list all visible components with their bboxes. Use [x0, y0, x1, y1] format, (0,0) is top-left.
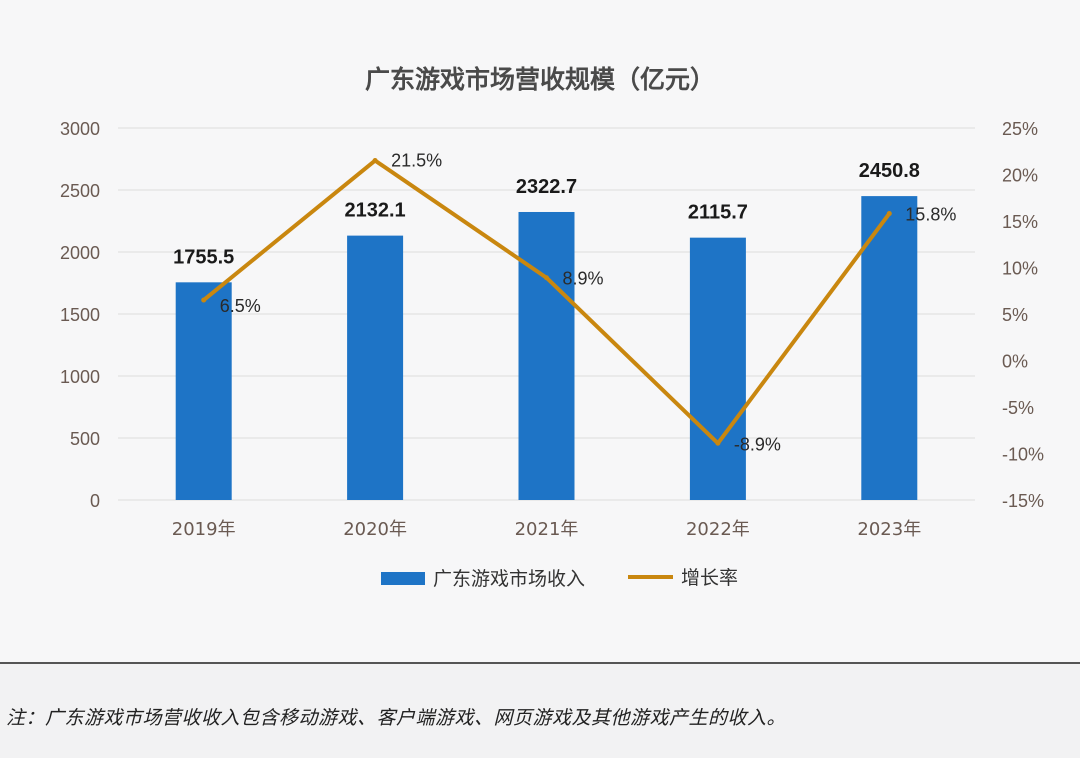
chart-card: 广东游戏市场营收规模（亿元） 0 500 1000 1500 2000 2500 3000 -1…	[0, 65, 1080, 664]
chart: 广东游戏市场营收规模（亿元） 0 500 1000 1500 2000 2500 3000 -1…	[60, 65, 1044, 590]
x-tick-label: 2019年	[172, 519, 236, 540]
y-left-tick-label: 2000	[60, 243, 100, 263]
y-right-tick-label: -10%	[1002, 445, 1044, 465]
y-right-tick-label: -5%	[1002, 398, 1034, 418]
line-point	[544, 275, 549, 281]
legend-label-line: 增长率	[681, 567, 738, 589]
bar	[689, 237, 746, 500]
bar	[347, 235, 404, 500]
y-left-tick-label: 1500	[60, 305, 100, 325]
y-right-tick-label: 10%	[1002, 259, 1038, 279]
line-point	[715, 440, 721, 446]
y-right-tick-label: 0%	[1002, 352, 1028, 372]
line-point	[372, 158, 378, 164]
bar-value-label: 2132.1	[345, 200, 406, 222]
x-tick-label: 2020年	[343, 519, 407, 540]
y-right-tick-label: 25%	[1002, 119, 1038, 139]
legend-label-bar: 广东游戏市场收入	[433, 568, 585, 590]
bar-value-label: 1755.5	[173, 246, 234, 268]
line-point	[201, 297, 207, 303]
bar	[518, 211, 575, 500]
bar	[175, 282, 232, 500]
x-tick-label: 2022年	[686, 519, 750, 540]
line-value-label: 21.5%	[391, 151, 442, 171]
y-right-tick-label: -15%	[1002, 491, 1044, 511]
line-value-label: 6.5%	[220, 296, 261, 316]
y-left-tick-label: 1000	[60, 367, 100, 387]
line-value-label: 8.9%	[563, 269, 604, 289]
y-left-tick-label: 3000	[60, 119, 100, 139]
line-value-label: 15.8%	[905, 205, 956, 225]
bar-value-label: 2322.7	[516, 176, 577, 198]
x-tick-label: 2021年	[515, 519, 579, 540]
bar-value-label: 2115.7	[688, 202, 748, 224]
y-right-tick-label: 20%	[1002, 166, 1038, 186]
chart-title: 广东游戏市场营收规模（亿元）	[365, 65, 715, 94]
y-left-tick-label: 500	[70, 429, 100, 449]
line-point	[886, 211, 892, 217]
y-right-tick-label: 15%	[1002, 212, 1038, 232]
y-left-tick-label: 0	[90, 491, 100, 511]
footnote: 注：广东游戏市场营收收入包含移动游戏、客户端游戏、网页游戏及其他游戏产生的收入。	[6, 707, 787, 729]
y-right-tick-label: 5%	[1002, 305, 1028, 325]
bar	[861, 196, 918, 500]
y-left-tick-label: 2500	[60, 181, 100, 201]
line-value-label: -8.9%	[734, 434, 781, 454]
x-tick-label: 2023年	[857, 519, 921, 540]
bar-value-label: 2450.8	[859, 160, 920, 182]
legend-swatch-bar	[381, 572, 425, 585]
